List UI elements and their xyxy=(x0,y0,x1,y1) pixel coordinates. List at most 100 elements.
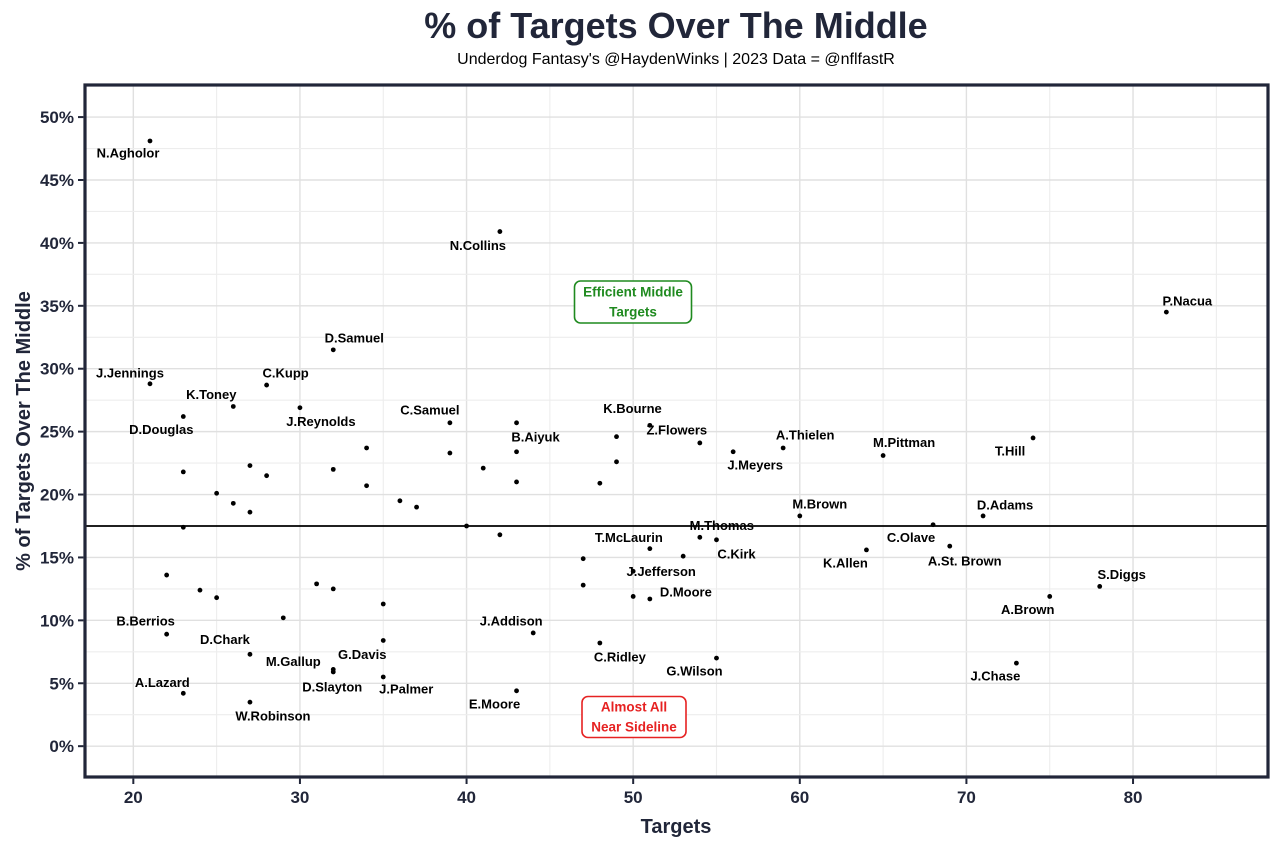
y-axis-title: % of Targets Over The Middle xyxy=(13,291,35,571)
y-tick-label: 10% xyxy=(40,611,74,630)
point-label: C.Kirk xyxy=(717,546,756,561)
y-tick-label: 30% xyxy=(40,360,74,379)
data-point xyxy=(364,483,369,489)
point-label: K.Bourne xyxy=(603,401,662,416)
y-tick-label: 45% xyxy=(40,171,74,190)
x-axis-title: Targets xyxy=(641,816,712,838)
data-point xyxy=(530,630,536,636)
annotations-layer: Efficient Middle Targets Almost All Near Si… xyxy=(573,280,693,739)
point-label: B.Berrios xyxy=(116,614,175,629)
data-point xyxy=(447,450,453,456)
data-point xyxy=(730,449,736,455)
data-point xyxy=(314,581,320,587)
point-label: C.Kupp xyxy=(263,366,309,381)
data-point xyxy=(780,445,786,451)
data-point xyxy=(264,382,270,388)
data-point xyxy=(497,532,503,538)
point-label: E.Moore xyxy=(469,696,520,711)
data-point xyxy=(514,688,519,694)
data-point xyxy=(697,440,703,446)
point-label: D.Adams xyxy=(977,497,1033,512)
point-label: A.Brown xyxy=(1001,602,1055,617)
data-point xyxy=(714,655,719,661)
point-label: Z.Flowers xyxy=(646,422,707,437)
annotation-border xyxy=(573,280,693,324)
point-label: D.Douglas xyxy=(129,422,193,437)
point-label: K.Toney xyxy=(186,387,237,402)
data-point xyxy=(980,513,986,519)
data-point xyxy=(630,568,636,574)
data-point xyxy=(1097,583,1103,589)
point-label: M.Brown xyxy=(792,496,847,511)
data-point xyxy=(930,522,936,528)
data-point xyxy=(164,631,170,637)
data-point xyxy=(214,490,220,496)
data-point xyxy=(330,586,336,592)
data-point xyxy=(1047,594,1053,599)
data-point xyxy=(330,466,336,472)
y-tick-label: 5% xyxy=(49,674,74,693)
point-label: J.Addison xyxy=(480,613,543,628)
point-label: J.Reynolds xyxy=(286,414,355,429)
chart-subtitle: Underdog Fantasy's @HaydenWinks | 2023 D… xyxy=(457,51,895,68)
point-label: T.Hill xyxy=(995,443,1025,458)
data-point xyxy=(680,553,686,559)
data-point xyxy=(1014,660,1019,666)
data-point xyxy=(597,640,603,646)
point-label: C.Ridley xyxy=(594,650,647,665)
data-point xyxy=(247,463,253,468)
data-point xyxy=(214,595,220,601)
x-tick-label: 50 xyxy=(624,788,643,807)
point-label: A.Thielen xyxy=(776,427,835,442)
gridlines xyxy=(85,85,1268,777)
point-label: T.McLaurin xyxy=(595,530,663,545)
annotation-border xyxy=(581,695,687,739)
data-point xyxy=(414,504,419,510)
data-point xyxy=(380,674,386,680)
data-point xyxy=(164,572,170,578)
y-tick-label: 20% xyxy=(40,486,74,505)
point-label: P.Nacua xyxy=(1163,294,1213,309)
point-labels-layer: N.Agholor J.Jennings K.Toney D.Douglas C.Kup… xyxy=(96,145,1213,723)
axes-layer: 20 30 40 50 60 70 80 0% 5% 10% 15% 20% 25% 30% 35% 40% 4… xyxy=(40,108,1143,807)
point-label: A.Lazard xyxy=(135,675,190,690)
point-label: W.Robinson xyxy=(235,709,310,724)
data-point xyxy=(147,138,153,144)
data-point xyxy=(230,404,236,409)
y-tick-label: 15% xyxy=(40,548,74,567)
point-label: G.Wilson xyxy=(666,664,722,679)
point-label: N.Agholor xyxy=(97,145,160,160)
data-point xyxy=(597,480,603,486)
data-point xyxy=(380,638,386,643)
data-point xyxy=(230,500,236,506)
annotation-text: Near Sideline xyxy=(591,720,677,735)
point-label: A.St. Brown xyxy=(928,554,1002,569)
data-point xyxy=(480,465,486,471)
data-point xyxy=(514,479,519,485)
data-point xyxy=(614,459,619,465)
data-point xyxy=(647,546,653,552)
x-tick-label: 30 xyxy=(290,788,309,807)
annotation-box: Almost All Near Sideline xyxy=(581,695,687,739)
panel-border xyxy=(83,83,1270,779)
y-tick-label: 40% xyxy=(40,234,74,253)
data-point xyxy=(247,699,253,705)
point-label: S.Diggs xyxy=(1098,567,1146,582)
point-label: C.Olave xyxy=(887,530,935,545)
annotation-text: Efficient Middle xyxy=(583,285,683,300)
point-label: D.Moore xyxy=(660,584,712,599)
point-label: J.Palmer xyxy=(379,681,433,696)
data-point xyxy=(180,469,186,475)
data-point xyxy=(514,449,519,455)
data-point xyxy=(180,414,186,419)
annotation-text: Almost All xyxy=(601,700,667,715)
data-point xyxy=(1030,435,1036,441)
point-label: J.Meyers xyxy=(727,457,783,472)
chart-title: % of Targets Over The Middle xyxy=(424,5,927,46)
y-tick-label: 50% xyxy=(40,108,74,127)
y-tick-label: 25% xyxy=(40,423,74,442)
point-label: J.Jennings xyxy=(96,365,164,380)
data-point xyxy=(514,420,519,426)
annotation-text: Targets xyxy=(609,305,657,320)
